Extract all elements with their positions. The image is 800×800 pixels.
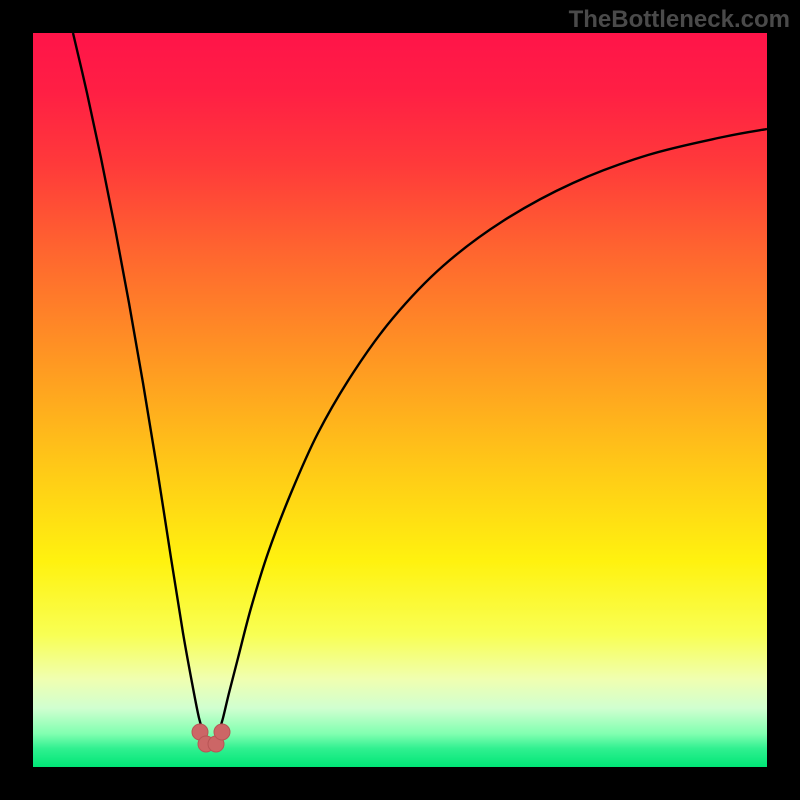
bottleneck-plot [33,33,767,767]
attribution-text: TheBottleneck.com [569,6,790,34]
plot-background [33,33,767,767]
marker-point [214,724,230,740]
chart-frame: TheBottleneck.com [0,0,800,800]
